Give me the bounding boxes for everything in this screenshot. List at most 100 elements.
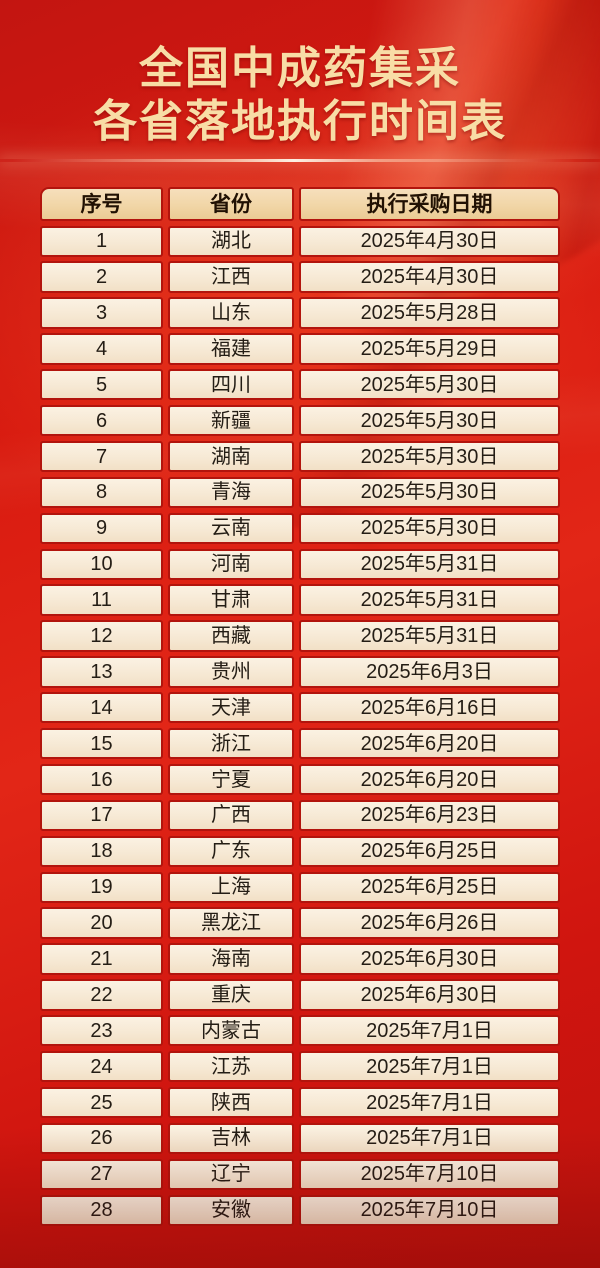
cell-no: 6: [40, 404, 163, 437]
cell-no: 16: [40, 763, 163, 796]
cell-province: 西藏: [168, 620, 294, 652]
cell-no: 3: [40, 297, 163, 329]
cell-no: 2: [40, 261, 163, 293]
cell-date: 2025年5月31日: [299, 620, 560, 652]
table-row: 18 广东 2025年6月25日: [40, 835, 560, 868]
cell-province: 广东: [168, 835, 294, 868]
table-row: 24 江苏 2025年7月1日: [40, 1050, 560, 1083]
cell-date: 2025年6月23日: [299, 799, 560, 832]
table-row: 16 宁夏 2025年6月20日: [40, 763, 560, 796]
cell-no: 7: [40, 440, 163, 473]
table-row: 14 天津 2025年6月16日: [40, 692, 560, 724]
cell-no: 26: [40, 1122, 163, 1155]
cell-province: 贵州: [168, 656, 294, 688]
cell-no: 1: [40, 225, 163, 257]
cell-province: 湖南: [168, 440, 294, 473]
cell-date: 2025年6月30日: [299, 943, 560, 975]
table-row: 22 重庆 2025年6月30日: [40, 979, 560, 1011]
table-row: 19 上海 2025年6月25日: [40, 871, 560, 903]
cell-date: 2025年6月20日: [299, 763, 560, 796]
table-row: 5 四川 2025年5月30日: [40, 369, 560, 401]
cell-province: 陕西: [168, 1086, 294, 1119]
table-row: 20 黑龙江 2025年6月26日: [40, 907, 560, 939]
cell-province: 山东: [168, 297, 294, 329]
cell-date: 2025年7月10日: [299, 1194, 560, 1226]
cell-date: 2025年6月30日: [299, 979, 560, 1011]
cell-no: 21: [40, 943, 163, 975]
table-row: 2 江西 2025年4月30日: [40, 261, 560, 293]
light-flare-divider: [0, 159, 600, 162]
cell-no: 24: [40, 1050, 163, 1083]
cell-no: 13: [40, 656, 163, 688]
cell-province: 江西: [168, 261, 294, 293]
header-cell-no: 序号: [40, 187, 163, 221]
table-row: 8 青海 2025年5月30日: [40, 476, 560, 509]
cell-no: 23: [40, 1015, 163, 1047]
table-row: 11 甘肃 2025年5月31日: [40, 584, 560, 616]
cell-province: 湖北: [168, 225, 294, 257]
table-row: 12 西藏 2025年5月31日: [40, 620, 560, 652]
cell-date: 2025年7月1日: [299, 1122, 560, 1155]
poster-title: 全国中成药集采 各省落地执行时间表: [0, 42, 600, 148]
cell-no: 27: [40, 1158, 163, 1191]
cell-date: 2025年4月30日: [299, 261, 560, 293]
cell-no: 22: [40, 979, 163, 1011]
cell-no: 10: [40, 548, 163, 580]
cell-date: 2025年4月30日: [299, 225, 560, 257]
cell-province: 辽宁: [168, 1158, 294, 1191]
table-row: 3 山东 2025年5月28日: [40, 297, 560, 329]
cell-no: 17: [40, 799, 163, 832]
cell-date: 2025年6月16日: [299, 692, 560, 724]
cell-date: 2025年5月31日: [299, 548, 560, 580]
cell-no: 4: [40, 333, 163, 365]
cell-date: 2025年6月26日: [299, 907, 560, 939]
cell-province: 甘肃: [168, 584, 294, 616]
cell-province: 天津: [168, 692, 294, 724]
cell-date: 2025年6月25日: [299, 835, 560, 868]
table-row: 4 福建 2025年5月29日: [40, 333, 560, 365]
cell-no: 25: [40, 1086, 163, 1119]
cell-province: 重庆: [168, 979, 294, 1011]
cell-date: 2025年5月29日: [299, 333, 560, 365]
cell-no: 28: [40, 1194, 163, 1226]
schedule-table: 序号 省份 执行采购日期 1 湖北 2025年4月30日 2 江西 2025年4…: [40, 187, 560, 1226]
header-cell-date: 执行采购日期: [299, 187, 560, 221]
table-header-row: 序号 省份 执行采购日期: [40, 187, 560, 221]
table-row: 25 陕西 2025年7月1日: [40, 1086, 560, 1119]
cell-province: 河南: [168, 548, 294, 580]
title-line-2: 各省落地执行时间表: [93, 97, 507, 146]
cell-province: 宁夏: [168, 763, 294, 796]
header-cell-province: 省份: [168, 187, 294, 221]
table-row: 7 湖南 2025年5月30日: [40, 440, 560, 473]
cell-province: 安徽: [168, 1194, 294, 1226]
cell-province: 黑龙江: [168, 907, 294, 939]
table-row: 6 新疆 2025年5月30日: [40, 404, 560, 437]
table-row: 13 贵州 2025年6月3日: [40, 656, 560, 688]
cell-no: 12: [40, 620, 163, 652]
cell-province: 上海: [168, 871, 294, 903]
cell-no: 15: [40, 727, 163, 760]
table-row: 1 湖北 2025年4月30日: [40, 225, 560, 257]
table-row: 28 安徽 2025年7月10日: [40, 1194, 560, 1226]
table-row: 15 浙江 2025年6月20日: [40, 727, 560, 760]
cell-province: 浙江: [168, 727, 294, 760]
cell-no: 5: [40, 369, 163, 401]
cell-province: 广西: [168, 799, 294, 832]
cell-province: 四川: [168, 369, 294, 401]
table-row: 9 云南 2025年5月30日: [40, 512, 560, 545]
table-row: 27 辽宁 2025年7月10日: [40, 1158, 560, 1191]
bottom-shade-decoration: [0, 1128, 600, 1268]
cell-province: 青海: [168, 476, 294, 509]
cell-date: 2025年5月31日: [299, 584, 560, 616]
cell-date: 2025年5月30日: [299, 369, 560, 401]
cell-no: 9: [40, 512, 163, 545]
title-line-1: 全国中成药集采: [139, 44, 461, 93]
table-row: 21 海南 2025年6月30日: [40, 943, 560, 975]
cell-province: 海南: [168, 943, 294, 975]
cell-date: 2025年6月25日: [299, 871, 560, 903]
cell-date: 2025年7月10日: [299, 1158, 560, 1191]
cell-date: 2025年6月3日: [299, 656, 560, 688]
cell-province: 福建: [168, 333, 294, 365]
cell-date: 2025年5月30日: [299, 476, 560, 509]
